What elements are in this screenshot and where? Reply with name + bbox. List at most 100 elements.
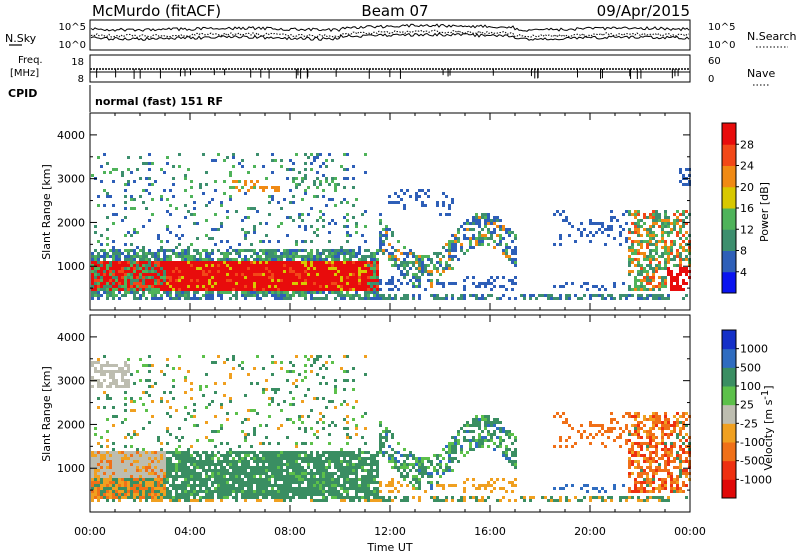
heatmap-cell xyxy=(187,270,190,273)
heatmap-cell xyxy=(352,418,355,421)
heatmap-cell xyxy=(139,460,142,463)
heatmap-cell xyxy=(514,282,517,285)
heatmap-cell xyxy=(469,228,472,231)
heatmap-cell xyxy=(226,264,229,267)
heatmap-cell xyxy=(136,466,139,469)
heatmap-cell xyxy=(331,421,334,424)
heatmap-cell xyxy=(367,267,370,270)
heatmap-cell xyxy=(196,264,199,267)
heatmap-cell xyxy=(142,481,145,484)
heatmap-cell xyxy=(637,222,640,225)
heatmap-cell xyxy=(334,204,337,207)
heatmap-cell xyxy=(238,243,241,246)
heatmap-cell xyxy=(262,487,265,490)
heatmap-cell xyxy=(250,288,253,291)
heatmap-cell xyxy=(130,255,133,258)
heatmap-cell xyxy=(286,168,289,171)
y-tick-label: 2000 xyxy=(57,216,85,229)
heatmap-cell xyxy=(340,285,343,288)
heatmap-cell xyxy=(205,249,208,252)
heatmap-cell xyxy=(670,282,673,285)
heatmap-cell xyxy=(379,445,382,448)
heatmap-cell xyxy=(166,249,169,252)
heatmap-cell xyxy=(478,216,481,219)
heatmap-cell xyxy=(103,171,106,174)
heatmap-cell xyxy=(379,433,382,436)
heatmap-cell xyxy=(145,466,148,469)
heatmap-cell xyxy=(325,204,328,207)
heatmap-cell xyxy=(673,222,676,225)
heatmap-cell xyxy=(124,373,127,376)
heatmap-cell xyxy=(160,249,163,252)
heatmap-cell xyxy=(295,493,298,496)
heatmap-cell xyxy=(322,481,325,484)
heatmap-cell xyxy=(262,264,265,267)
heatmap-cell xyxy=(505,231,508,234)
heatmap-cell xyxy=(391,234,394,237)
heatmap-cell xyxy=(628,255,631,258)
heatmap-cell xyxy=(241,249,244,252)
heatmap-cell xyxy=(109,195,112,198)
heatmap-cell xyxy=(325,457,328,460)
heatmap-cell xyxy=(112,279,115,282)
heatmap-cell xyxy=(685,258,688,261)
heatmap-cell xyxy=(109,475,112,478)
heatmap-cell xyxy=(670,288,673,291)
heatmap-cell xyxy=(655,285,658,288)
heatmap-cell xyxy=(265,222,268,225)
heatmap-cell xyxy=(97,496,100,499)
heatmap-cell xyxy=(601,285,604,288)
heatmap-cell xyxy=(205,255,208,258)
heatmap-cell xyxy=(301,270,304,273)
heatmap-cell xyxy=(427,466,430,469)
heatmap-cell xyxy=(214,267,217,270)
heatmap-cell xyxy=(190,487,193,490)
heatmap-cell xyxy=(427,195,430,198)
heatmap-cell xyxy=(133,475,136,478)
heatmap-cell xyxy=(175,264,178,267)
heatmap-cell xyxy=(160,282,163,285)
heatmap-cell xyxy=(121,219,124,222)
heatmap-cell xyxy=(142,246,145,249)
heatmap-cell xyxy=(181,285,184,288)
heatmap-cell xyxy=(307,156,310,159)
heatmap-cell xyxy=(466,219,469,222)
heatmap-cell xyxy=(277,442,280,445)
heatmap-cell xyxy=(400,454,403,457)
heatmap-cell xyxy=(205,490,208,493)
heatmap-cell xyxy=(124,445,127,448)
heatmap-cell xyxy=(313,481,316,484)
heatmap-cell xyxy=(367,294,370,297)
heatmap-cell xyxy=(163,279,166,282)
heatmap-cell xyxy=(283,454,286,457)
heatmap-cell xyxy=(403,264,406,267)
heatmap-cell xyxy=(124,472,127,475)
heatmap-cell xyxy=(91,385,94,388)
heatmap-cell xyxy=(148,355,151,358)
heatmap-cell xyxy=(235,186,238,189)
heatmap-cell xyxy=(184,457,187,460)
heatmap-cell xyxy=(286,379,289,382)
heatmap-cell xyxy=(337,291,340,294)
heatmap-cell xyxy=(286,436,289,439)
heatmap-cell xyxy=(307,466,310,469)
heatmap-cell xyxy=(430,258,433,261)
heatmap-cell xyxy=(274,159,277,162)
heatmap-cell xyxy=(193,201,196,204)
heatmap-cell xyxy=(295,282,298,285)
heatmap-cell xyxy=(244,394,247,397)
heatmap-cell xyxy=(652,270,655,273)
heatmap-cell xyxy=(205,204,208,207)
heatmap-cell xyxy=(244,276,247,279)
heatmap-cell xyxy=(136,288,139,291)
heatmap-cell xyxy=(256,460,259,463)
heatmap-cell xyxy=(334,252,337,255)
heatmap-cell xyxy=(352,496,355,499)
heatmap-cell xyxy=(322,213,325,216)
heatmap-cell xyxy=(259,285,262,288)
heatmap-cell xyxy=(313,261,316,264)
heatmap-cell xyxy=(145,282,148,285)
heatmap-cell xyxy=(460,448,463,451)
heatmap-cell xyxy=(271,475,274,478)
heatmap-cell xyxy=(139,496,142,499)
